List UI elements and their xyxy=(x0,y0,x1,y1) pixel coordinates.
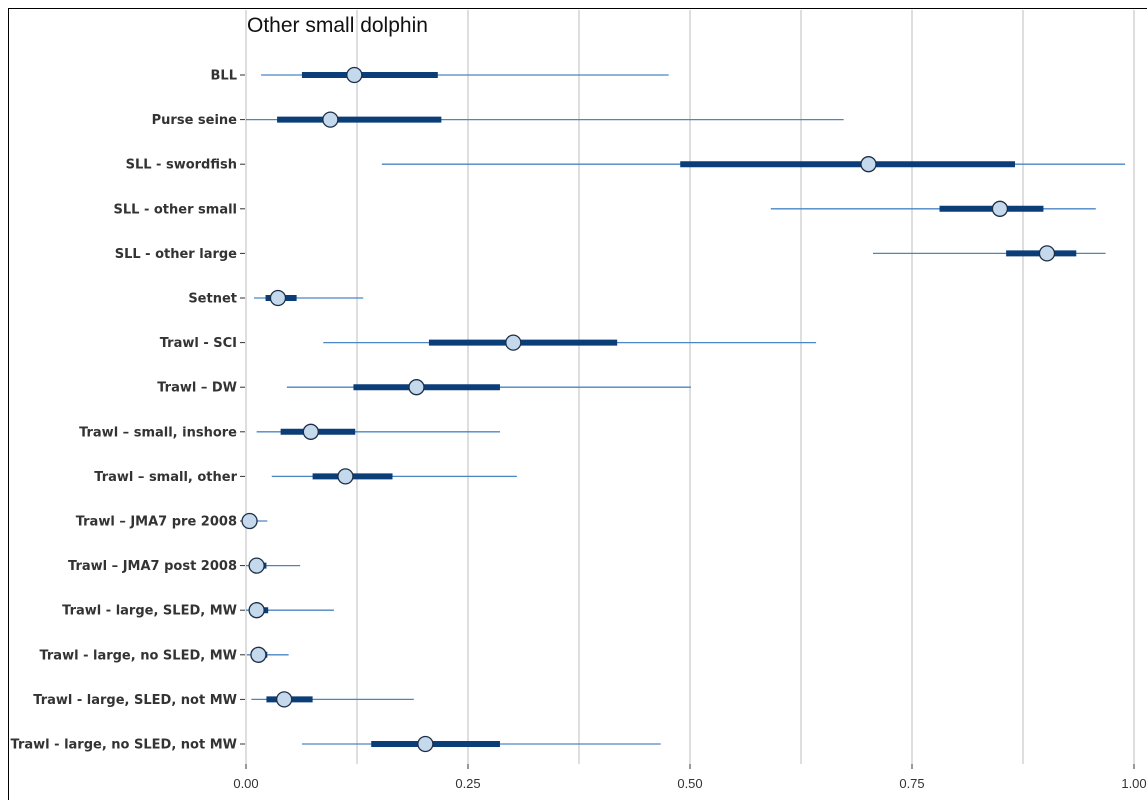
median-point xyxy=(860,156,877,173)
interval-row xyxy=(253,289,364,307)
interval-row xyxy=(246,646,289,663)
median-point xyxy=(417,735,434,753)
interval-row xyxy=(381,156,1126,173)
category-label: Purse seine xyxy=(152,113,238,128)
interval-row xyxy=(256,423,500,440)
chart-frame xyxy=(8,8,1147,800)
interval-row xyxy=(261,66,669,84)
category-label: Trawl - large, SLED, not MW xyxy=(33,693,237,708)
x-tick-label: 0.25 xyxy=(455,776,480,791)
median-point xyxy=(276,691,293,708)
median-point xyxy=(408,379,425,396)
interval-row xyxy=(323,334,817,351)
x-tick-label: 0.75 xyxy=(899,776,924,791)
median-point xyxy=(241,512,258,530)
x-tick-label: 0.50 xyxy=(677,776,702,791)
category-label: Trawl – DW xyxy=(157,381,237,396)
interval-row xyxy=(770,200,1096,217)
median-point xyxy=(322,111,339,128)
median-point xyxy=(337,468,354,485)
median-point xyxy=(346,66,363,84)
category-label: Trawl – JMA7 pre 2008 xyxy=(76,515,237,530)
category-label: Trawl – small, other xyxy=(94,470,237,485)
category-label: Trawl - large, no SLED, MW xyxy=(39,648,237,663)
interval-row xyxy=(246,602,334,619)
median-point xyxy=(269,289,287,307)
median-point xyxy=(1038,245,1056,262)
median-point xyxy=(248,557,265,574)
median-point xyxy=(248,602,265,619)
median-point xyxy=(250,646,267,663)
grid-layer xyxy=(245,10,1135,764)
interval-row xyxy=(241,512,268,530)
x-axis: 0.00 0.25 0.50 0.75 1.00 xyxy=(233,764,1147,791)
interval-row xyxy=(251,691,414,708)
category-labels: BLL Purse seine SLL - swordfish SLL - other… xyxy=(11,69,245,753)
category-label: SLL - swordfish xyxy=(126,158,237,173)
x-tick-label: 0.00 xyxy=(233,776,258,791)
interval-row xyxy=(271,468,517,485)
interval-row xyxy=(872,245,1106,262)
category-label: Setnet xyxy=(188,292,237,307)
category-label: Trawl – JMA7 post 2008 xyxy=(68,559,237,574)
median-point xyxy=(991,200,1009,217)
interval-row xyxy=(246,111,844,128)
median-point xyxy=(302,423,319,440)
category-label: Trawl - large, no SLED, not MW xyxy=(11,738,237,753)
interval-series xyxy=(241,66,1126,753)
chart-title: Other small dolphin xyxy=(247,14,428,37)
interval-row xyxy=(246,557,301,574)
interval-row xyxy=(301,735,661,753)
category-label: Trawl - large, SLED, MW xyxy=(62,604,237,619)
x-tick-label: 1.00 xyxy=(1121,776,1146,791)
category-label: SLL - other small xyxy=(114,202,238,217)
category-label: Trawl - SCI xyxy=(160,336,237,351)
median-point xyxy=(505,334,522,351)
category-label: Trawl – small, inshore xyxy=(79,425,237,440)
interval-row xyxy=(286,379,691,396)
category-label: SLL - other large xyxy=(115,247,237,262)
category-label: BLL xyxy=(211,69,237,84)
